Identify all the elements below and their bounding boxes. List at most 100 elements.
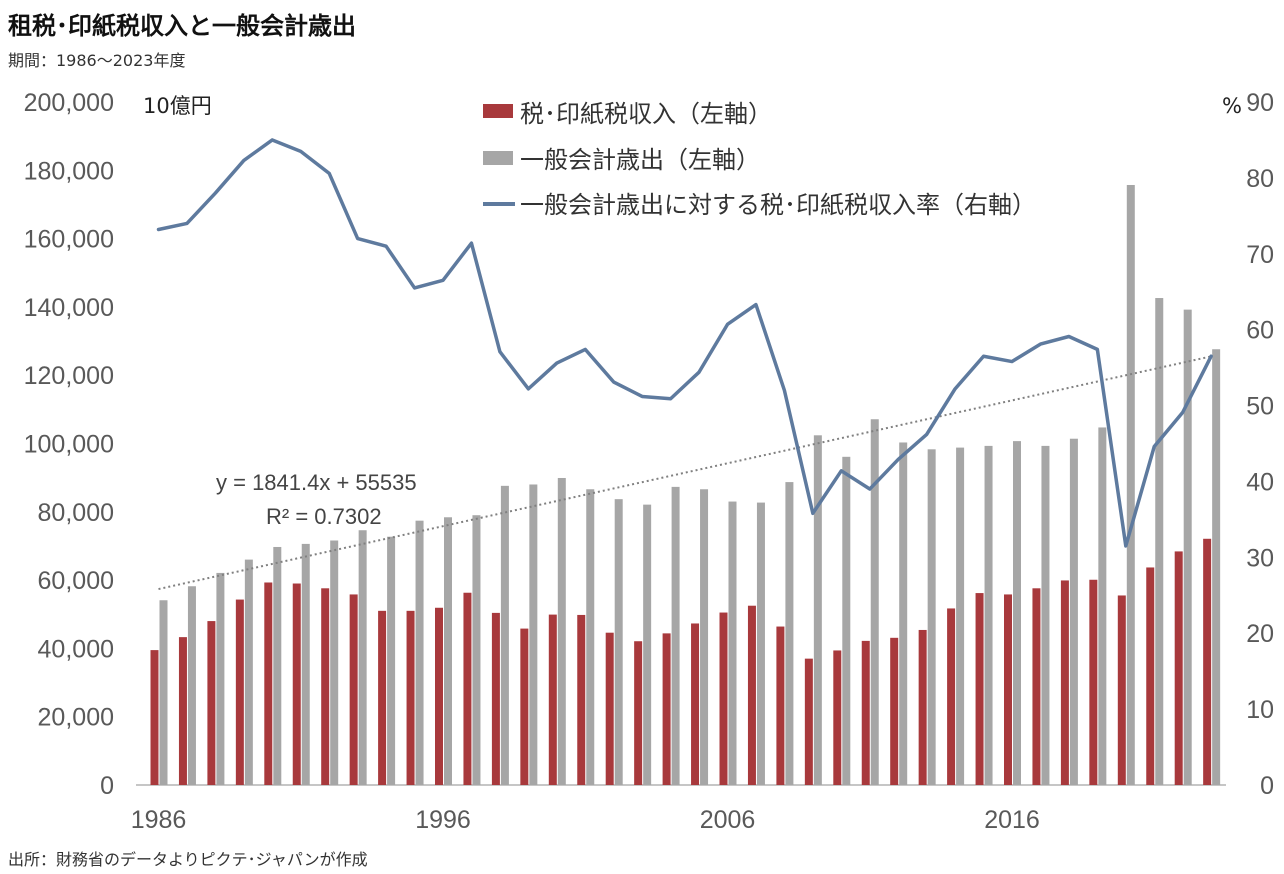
x-tick-label: 1996 <box>415 806 471 834</box>
left-tick-label: 160,000 <box>24 226 114 254</box>
bar-tax <box>349 594 358 785</box>
bar-expenditure <box>1126 184 1135 785</box>
bars-group <box>150 184 1221 785</box>
bar-expenditure <box>1069 438 1078 785</box>
bar-expenditure <box>301 543 310 785</box>
bar-expenditure <box>643 504 652 785</box>
bar-expenditure <box>756 502 765 785</box>
bar-tax <box>1060 580 1069 785</box>
bar-expenditure <box>956 447 965 785</box>
bar-tax <box>918 629 927 785</box>
bar-tax <box>292 583 301 785</box>
bar-tax <box>691 623 700 785</box>
right-tick-label: 40 <box>1246 468 1274 496</box>
bar-tax <box>378 610 387 785</box>
legend-label-tax: 税･印紙税収入（左軸） <box>520 100 772 128</box>
bar-tax <box>321 588 330 785</box>
right-tick-label: 50 <box>1246 393 1274 421</box>
bar-tax <box>207 621 216 785</box>
legend-swatch-expenditure <box>483 151 513 165</box>
x-tick-label: 1986 <box>131 806 187 834</box>
chart-subtitle: 期間：1986～2023年度 <box>8 51 186 70</box>
bar-expenditure <box>870 419 879 785</box>
bar-tax <box>1032 588 1041 785</box>
bar-expenditure <box>387 536 396 785</box>
bar-tax <box>435 607 443 785</box>
x-axis-ticks: 1986 1996 2006 2016 <box>131 806 1040 834</box>
right-axis-unit: % <box>1222 94 1242 118</box>
bar-tax <box>804 658 813 785</box>
legend-label-expenditure: 一般会計歳出（左軸） <box>520 146 760 174</box>
bar-tax <box>235 599 244 785</box>
right-tick-label: 90 <box>1246 89 1274 117</box>
bar-expenditure <box>1212 349 1221 785</box>
bar-expenditure <box>557 477 566 785</box>
bar-expenditure <box>216 572 225 785</box>
bar-tax <box>577 614 586 785</box>
right-tick-label: 20 <box>1246 620 1274 648</box>
bar-expenditure <box>159 600 168 785</box>
bar-tax <box>548 614 557 785</box>
bar-tax <box>178 637 187 785</box>
bar-expenditure <box>444 517 452 785</box>
bar-expenditure <box>330 540 339 785</box>
x-tick-label: 2016 <box>984 806 1040 834</box>
bar-tax <box>1146 567 1155 785</box>
bar-tax <box>890 637 899 785</box>
bar-expenditure <box>1098 427 1107 785</box>
left-tick-label: 200,000 <box>24 89 114 117</box>
bar-tax <box>776 626 785 785</box>
bar-expenditure <box>728 501 737 785</box>
bar-expenditure <box>614 499 623 785</box>
right-tick-label: 30 <box>1246 544 1274 572</box>
left-tick-label: 40,000 <box>38 635 114 663</box>
bar-expenditure <box>813 435 822 785</box>
bar-expenditure <box>700 489 709 785</box>
chart-source: 出所：財務省のデータよりピクテ･ジャパンが作成 <box>8 850 368 869</box>
bar-expenditure <box>415 520 424 785</box>
bar-tax <box>264 582 273 785</box>
ratio-line <box>156 138 1213 548</box>
left-tick-label: 100,000 <box>24 431 114 459</box>
bar-tax <box>150 650 159 785</box>
bar-expenditure <box>785 482 794 785</box>
bar-tax <box>1089 579 1098 785</box>
right-tick-label: 10 <box>1246 696 1274 724</box>
bar-expenditure <box>984 445 993 785</box>
bar-expenditure <box>899 442 908 785</box>
bar-tax <box>662 633 671 785</box>
bar-expenditure <box>529 484 538 785</box>
bar-expenditure <box>586 489 595 785</box>
bar-expenditure <box>273 546 282 785</box>
bar-tax <box>520 628 529 785</box>
bar-expenditure <box>1013 441 1021 785</box>
bar-tax <box>747 605 756 785</box>
bar-tax <box>833 650 842 785</box>
legend-label-ratio: 一般会計歳出に対する税･印紙税収入率（右軸） <box>520 191 1036 219</box>
bar-tax <box>634 641 643 785</box>
bar-expenditure <box>472 515 481 785</box>
bar-tax <box>1004 594 1012 785</box>
right-axis-ticks: 0 10 20 30 40 50 60 70 80 90 <box>1246 89 1274 800</box>
legend-swatch-tax <box>483 104 513 118</box>
bar-expenditure <box>500 485 509 785</box>
bar-tax <box>1117 595 1126 785</box>
bar-tax <box>975 593 984 785</box>
bar-expenditure <box>1183 309 1192 785</box>
left-tick-label: 120,000 <box>24 362 114 390</box>
right-tick-label: 80 <box>1246 165 1274 193</box>
left-tick-label: 80,000 <box>38 499 114 527</box>
chart-title: 租税･印紙税収入と一般会計歳出 <box>8 12 356 40</box>
legend: 税･印紙税収入（左軸） 一般会計歳出（左軸） 一般会計歳出に対する税･印紙税収入… <box>483 100 1036 219</box>
bar-tax <box>947 608 956 785</box>
bar-expenditure <box>927 449 936 785</box>
bar-tax <box>605 632 614 785</box>
right-tick-label: 60 <box>1246 317 1274 345</box>
bar-expenditure <box>244 559 253 785</box>
bar-tax <box>463 592 472 785</box>
bar-expenditure <box>1041 445 1050 785</box>
bar-expenditure <box>671 486 680 785</box>
bar-tax <box>491 612 500 785</box>
bar-tax <box>406 610 415 785</box>
